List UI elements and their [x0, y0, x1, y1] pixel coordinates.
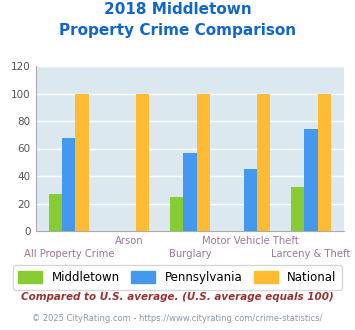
Bar: [318, 93, 331, 231]
Bar: [76, 93, 89, 231]
Bar: [136, 93, 149, 231]
Legend: Middletown, Pennsylvania, National: Middletown, Pennsylvania, National: [12, 265, 343, 290]
Text: Arson: Arson: [115, 236, 144, 246]
Text: © 2025 CityRating.com - https://www.cityrating.com/crime-statistics/: © 2025 CityRating.com - https://www.city…: [32, 314, 323, 323]
Bar: [244, 169, 257, 231]
Text: All Property Crime: All Property Crime: [23, 249, 114, 259]
Text: 2018 Middletown: 2018 Middletown: [104, 2, 251, 16]
Bar: [257, 93, 271, 231]
Bar: [304, 129, 318, 231]
Bar: [183, 152, 197, 231]
Text: Compared to U.S. average. (U.S. average equals 100): Compared to U.S. average. (U.S. average …: [21, 292, 334, 302]
Bar: [291, 187, 304, 231]
Text: Burglary: Burglary: [169, 249, 211, 259]
Bar: [197, 93, 210, 231]
Text: Property Crime Comparison: Property Crime Comparison: [59, 23, 296, 38]
Text: Motor Vehicle Theft: Motor Vehicle Theft: [202, 236, 299, 246]
Bar: [170, 197, 183, 231]
Bar: [49, 194, 62, 231]
Bar: [62, 138, 76, 231]
Text: Larceny & Theft: Larceny & Theft: [271, 249, 351, 259]
